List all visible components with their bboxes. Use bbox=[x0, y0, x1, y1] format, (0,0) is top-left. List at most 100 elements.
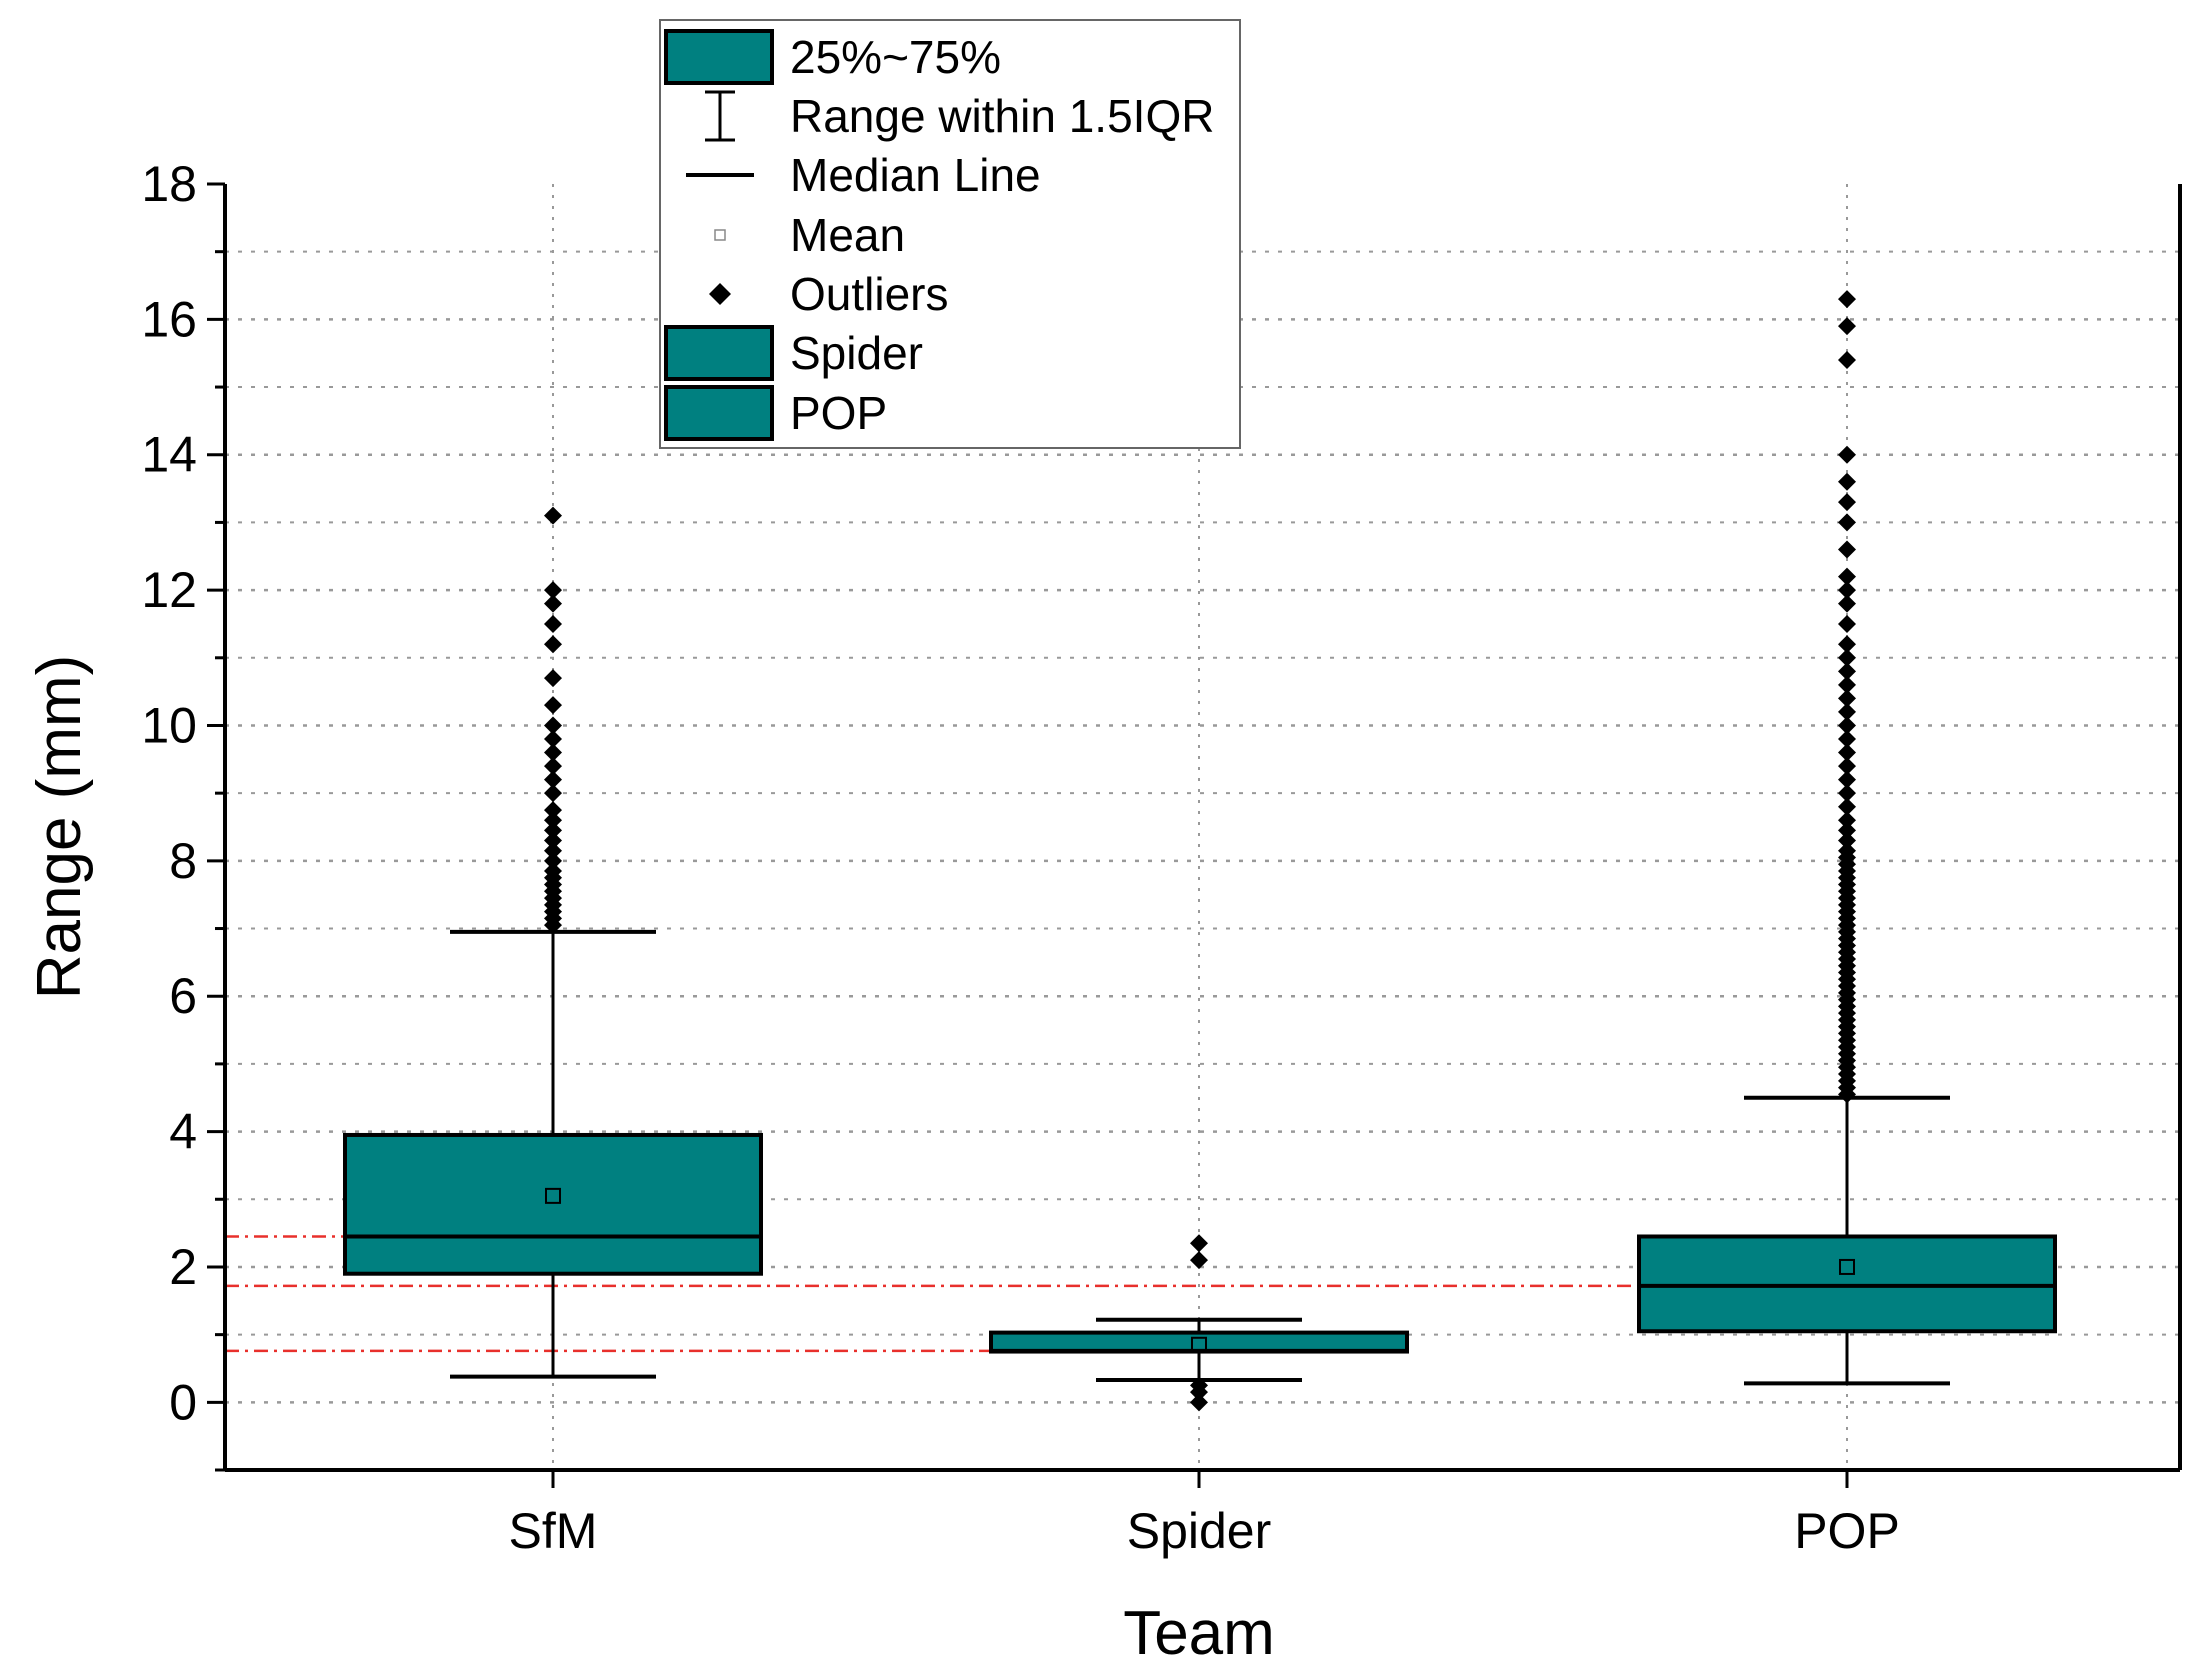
legend-item: 25%~75% bbox=[664, 29, 1001, 85]
mean-marker bbox=[1839, 1258, 1855, 1275]
outlier-point bbox=[1838, 831, 1856, 850]
outlier-point bbox=[1838, 841, 1856, 860]
legend-label: 25%~75% bbox=[790, 31, 1001, 83]
outlier-point bbox=[1838, 317, 1856, 336]
x-tick-label: SfM bbox=[509, 1503, 598, 1559]
y-tick-label: 4 bbox=[169, 1104, 197, 1160]
outlier-point bbox=[1838, 614, 1856, 633]
outlier-point bbox=[544, 821, 562, 840]
outlier-point bbox=[1838, 689, 1856, 708]
outlier-point bbox=[544, 831, 562, 850]
outlier-point bbox=[1190, 1234, 1208, 1253]
outlier-point bbox=[1838, 290, 1856, 309]
outlier-point bbox=[1838, 743, 1856, 762]
box-sfm bbox=[343, 506, 763, 1379]
legend-box-swatch bbox=[664, 325, 774, 381]
legend-item: Outliers bbox=[709, 268, 948, 320]
x-axis-title: Team bbox=[1123, 1599, 1275, 1668]
boxes-layer bbox=[343, 290, 2057, 1412]
outlier-point bbox=[544, 614, 562, 633]
x-tick-label: POP bbox=[1794, 1503, 1900, 1559]
y-tick-label: 12 bbox=[141, 562, 197, 618]
outlier-point bbox=[544, 506, 562, 525]
outlier-point bbox=[544, 784, 562, 803]
outlier-point bbox=[544, 730, 562, 749]
outlier-point bbox=[1838, 770, 1856, 789]
outlier-point bbox=[1838, 594, 1856, 613]
outlier-point bbox=[544, 757, 562, 776]
outlier-point bbox=[544, 581, 562, 600]
outlier-point bbox=[1190, 1251, 1208, 1270]
legend-outlier-marker bbox=[709, 283, 731, 305]
y-tick-label: 6 bbox=[169, 968, 197, 1024]
outlier-point bbox=[1838, 797, 1856, 816]
y-tick-label: 0 bbox=[169, 1374, 197, 1430]
outlier-point bbox=[544, 743, 562, 762]
legend-box-swatch bbox=[664, 385, 774, 441]
outlier-point bbox=[1190, 1393, 1208, 1412]
legend-label: Range within 1.5IQR bbox=[790, 90, 1214, 142]
outlier-point bbox=[544, 635, 562, 654]
outlier-point bbox=[544, 851, 562, 870]
outlier-point bbox=[544, 841, 562, 860]
mean-marker bbox=[545, 1187, 561, 1204]
outlier-point bbox=[1838, 581, 1856, 600]
y-tick-label: 14 bbox=[141, 427, 197, 483]
outlier-point bbox=[1838, 540, 1856, 559]
legend-label: Median Line bbox=[790, 149, 1041, 201]
box-pop bbox=[1637, 290, 2057, 1386]
legend-item: Spider bbox=[664, 325, 923, 381]
box-spider bbox=[989, 1234, 1409, 1412]
outlier-point bbox=[544, 811, 562, 830]
outlier-point bbox=[544, 696, 562, 715]
reference-lines bbox=[225, 1235, 1639, 1353]
outlier-point bbox=[1838, 716, 1856, 735]
iqr-box bbox=[343, 1132, 763, 1276]
legend-item: POP bbox=[664, 385, 887, 441]
outlier-point bbox=[544, 669, 562, 688]
legend-item: Median Line bbox=[686, 149, 1041, 201]
x-tick-label: Spider bbox=[1127, 1503, 1272, 1559]
legend-item: Mean bbox=[714, 209, 905, 261]
outlier-point bbox=[1838, 784, 1856, 803]
outlier-point bbox=[544, 801, 562, 820]
y-tick-label: 10 bbox=[141, 697, 197, 753]
legend-label: Mean bbox=[790, 209, 905, 261]
y-tick-label: 2 bbox=[169, 1239, 197, 1295]
outlier-point bbox=[1838, 350, 1856, 369]
iqr-box bbox=[989, 1330, 1409, 1354]
outlier-point bbox=[544, 770, 562, 789]
outlier-point bbox=[1190, 1376, 1208, 1395]
outlier-point bbox=[544, 594, 562, 613]
outlier-point bbox=[544, 861, 562, 880]
outlier-point bbox=[1838, 662, 1856, 681]
legend: 25%~75% Range within 1.5IQR Median Line Mea… bbox=[659, 19, 1241, 449]
y-axis-title: Range (mm) bbox=[25, 655, 94, 1000]
legend-box-swatch bbox=[664, 29, 774, 85]
outlier-point bbox=[1838, 567, 1856, 586]
legend-label: Outliers bbox=[790, 268, 948, 320]
outlier-point bbox=[1838, 757, 1856, 776]
legend-label: POP bbox=[790, 387, 887, 439]
y-tick-label: 8 bbox=[169, 833, 197, 889]
mean-marker bbox=[1191, 1336, 1207, 1353]
outlier-point bbox=[1838, 730, 1856, 749]
iqr-box bbox=[1637, 1234, 2057, 1334]
outlier-point bbox=[1838, 472, 1856, 491]
outlier-point bbox=[1838, 811, 1856, 830]
legend-mean-marker bbox=[714, 229, 726, 241]
outlier-point bbox=[1838, 675, 1856, 694]
outlier-point bbox=[1838, 493, 1856, 512]
outlier-point bbox=[1838, 821, 1856, 840]
outlier-point bbox=[544, 716, 562, 735]
outlier-point bbox=[1838, 702, 1856, 721]
legend-label: Spider bbox=[790, 327, 923, 379]
legend-item: Range within 1.5IQR bbox=[705, 90, 1214, 142]
axes-layer: 0 2 4 6 8 10 12 14 16 18 SfM Spider POP Team Range (mm… bbox=[25, 156, 2182, 1668]
outlier-point bbox=[1838, 445, 1856, 464]
outlier-point bbox=[1838, 513, 1856, 532]
y-tick-label: 18 bbox=[141, 156, 197, 212]
outlier-point bbox=[1838, 635, 1856, 654]
outlier-point bbox=[1838, 648, 1856, 667]
